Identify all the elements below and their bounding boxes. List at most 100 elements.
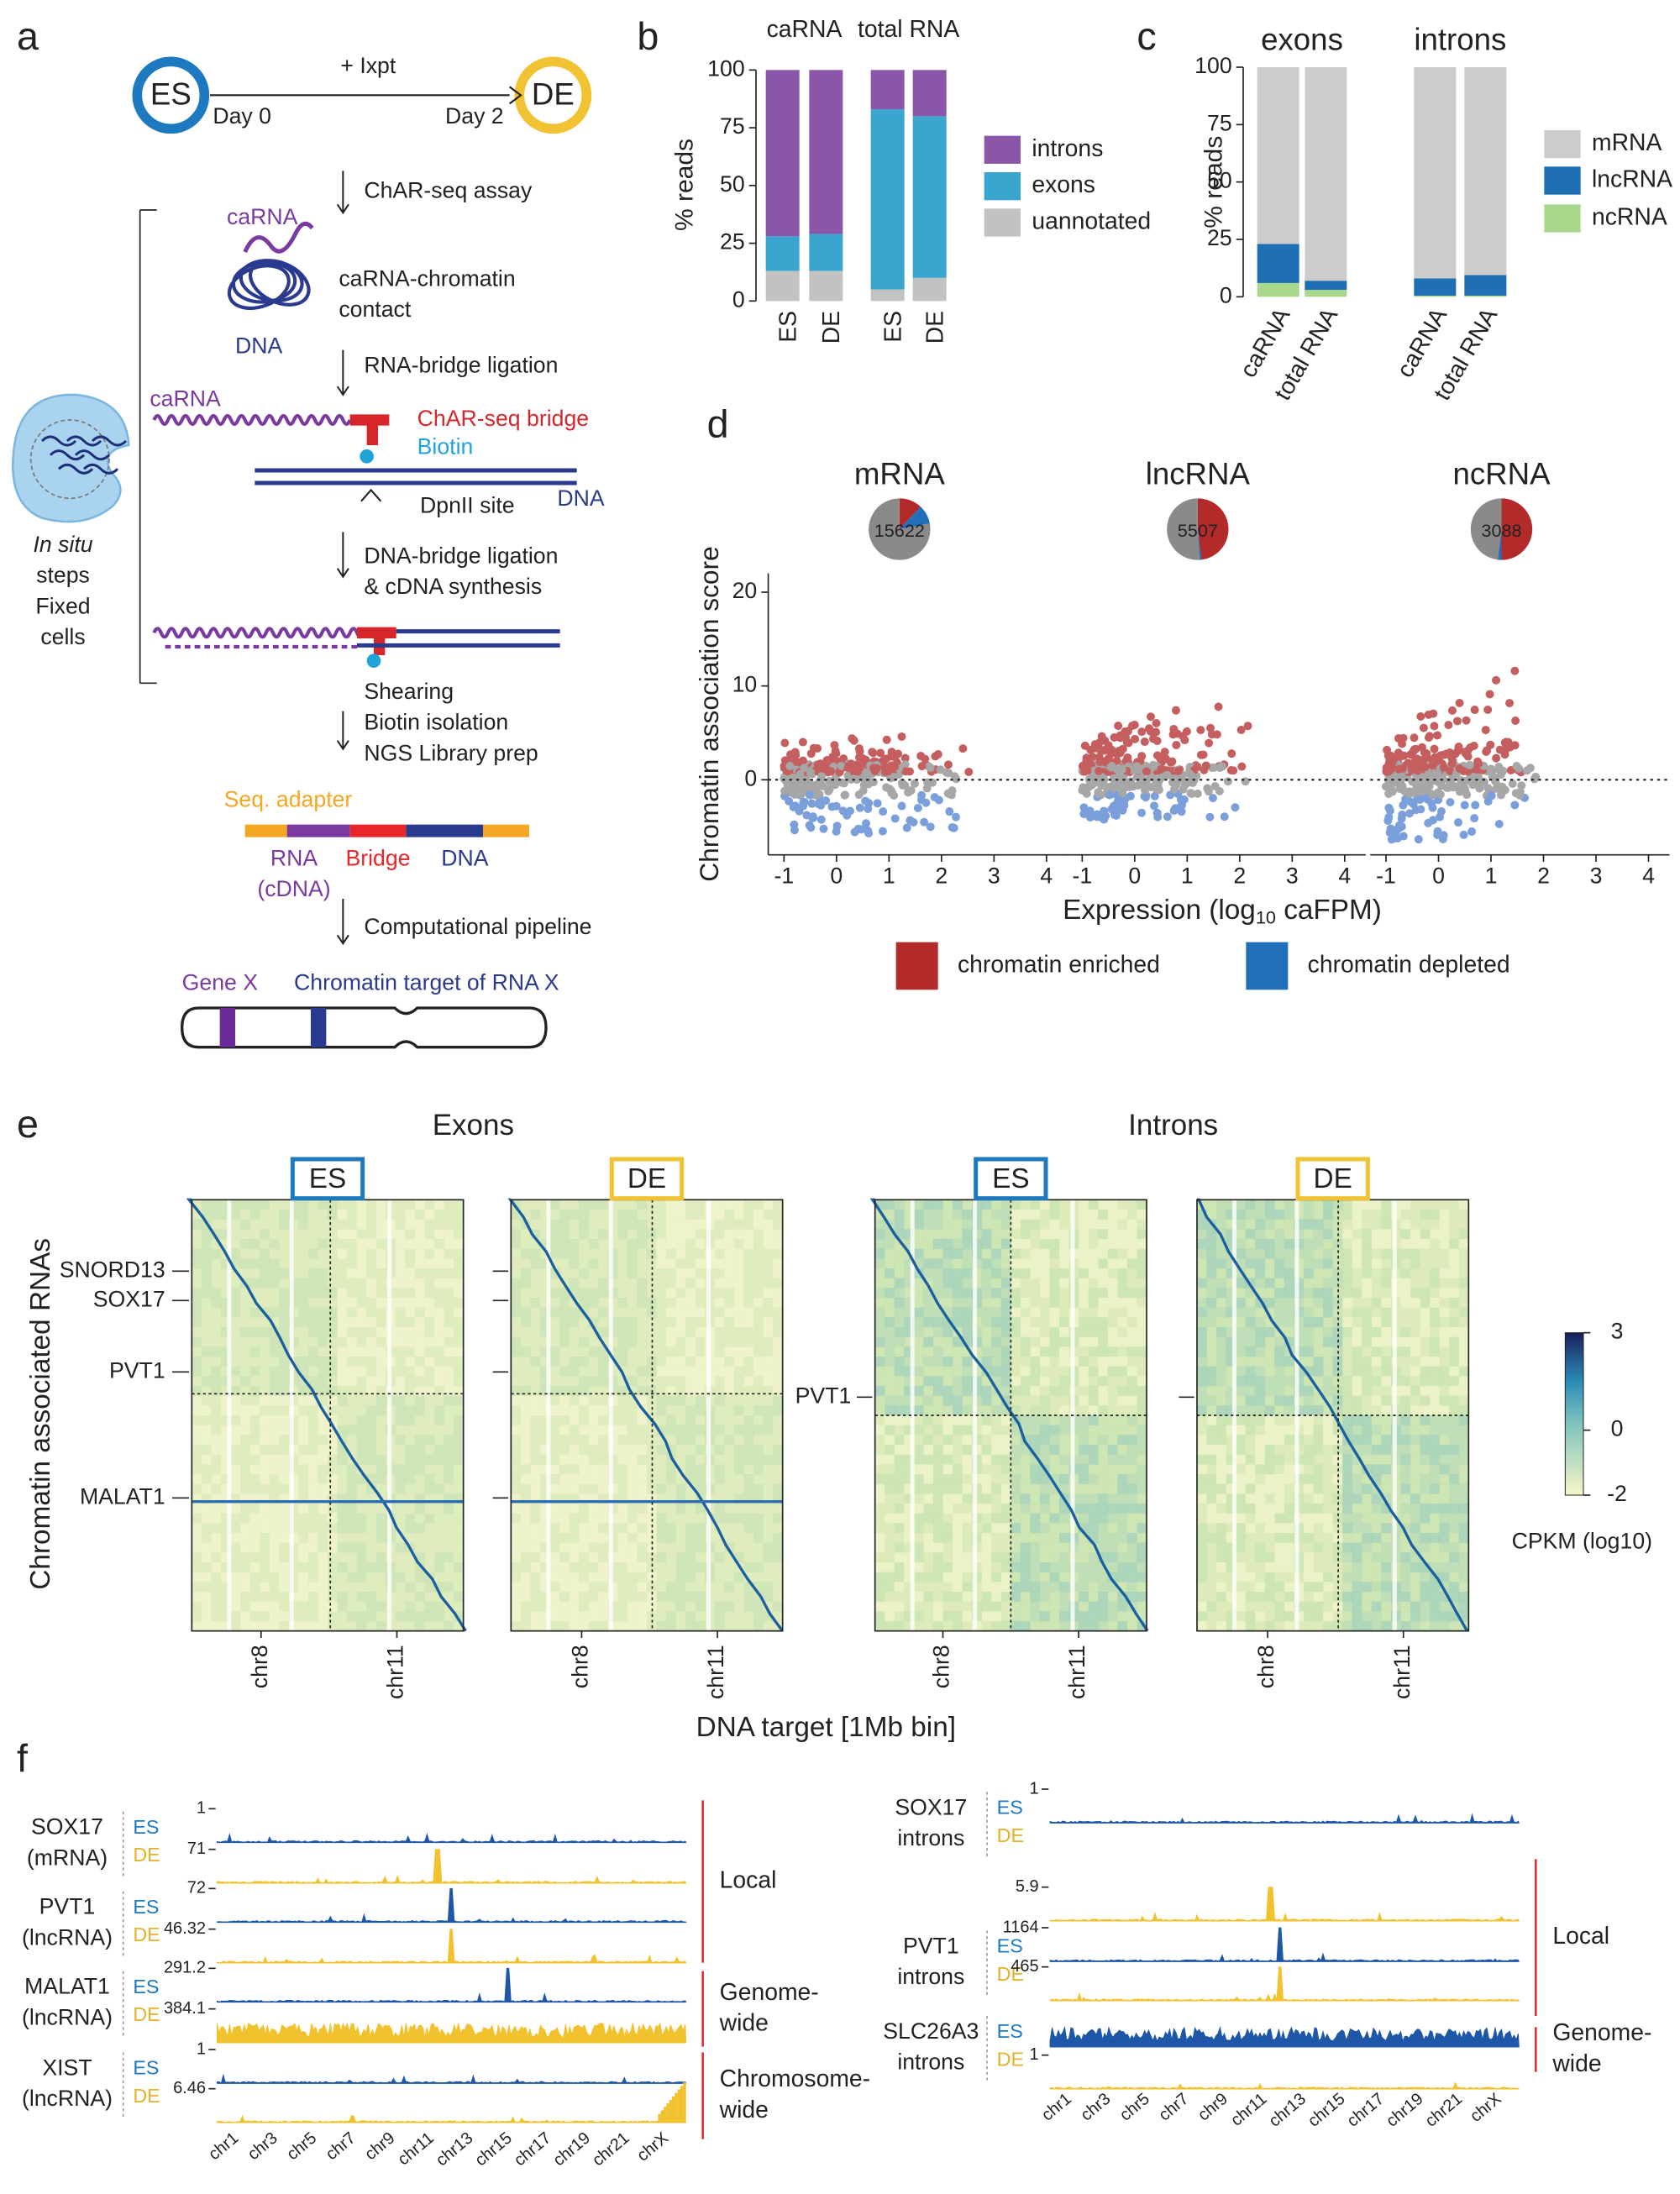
heatmap-cell xyxy=(260,1357,270,1367)
heatmap-cell xyxy=(569,1523,580,1534)
heatmap-cell xyxy=(685,1621,696,1632)
heatmap-cell xyxy=(763,1592,774,1603)
heatmap-cell xyxy=(953,1229,963,1240)
heatmap-cell xyxy=(714,1572,725,1583)
cloud-dot xyxy=(1510,741,1520,750)
heatmap-cell xyxy=(588,1307,599,1318)
heatmap-cell xyxy=(675,1199,686,1210)
heatmap-cell xyxy=(733,1327,744,1338)
heatmap-cell xyxy=(395,1601,406,1612)
heatmap-cell xyxy=(1020,1601,1031,1612)
heatmap-cell xyxy=(695,1582,706,1593)
heatmap-cell xyxy=(753,1376,764,1387)
heatmap-cell xyxy=(307,1533,318,1544)
heatmap-cell xyxy=(981,1552,992,1563)
heatmap-cell xyxy=(675,1523,686,1534)
heatmap-cell xyxy=(675,1621,686,1632)
heatmap-cell xyxy=(1088,1357,1099,1367)
heatmap-cell xyxy=(395,1376,406,1387)
heatmap-cell xyxy=(1039,1474,1051,1485)
heatmap-cell xyxy=(588,1601,599,1612)
heatmap-cell xyxy=(347,1601,358,1612)
heatmap-cell xyxy=(307,1592,318,1603)
heatmap-cell xyxy=(260,1415,270,1426)
heatmap-cell xyxy=(356,1483,367,1494)
heatmap-cell xyxy=(211,1621,222,1632)
heatmap-cell xyxy=(763,1415,774,1426)
heatmap-cell xyxy=(569,1376,580,1387)
heatmap-cell xyxy=(1059,1474,1070,1485)
heatmap-cell xyxy=(230,1307,241,1318)
heatmap-cell xyxy=(249,1562,260,1573)
heatmap-cell xyxy=(444,1229,454,1240)
heatmap-cell xyxy=(530,1523,541,1534)
heatmap-cell xyxy=(279,1415,290,1426)
heatmap-cell xyxy=(685,1268,696,1279)
heatmap-cell xyxy=(588,1454,599,1465)
heatmap-cell xyxy=(366,1621,377,1632)
heatmap-cell xyxy=(240,1336,251,1347)
heatmap-cell xyxy=(923,1199,934,1210)
point-cloud xyxy=(780,732,974,837)
heatmap-cell xyxy=(1030,1317,1041,1328)
heatmap-cell xyxy=(1049,1493,1060,1504)
heatmap-cell xyxy=(211,1483,222,1494)
heatmap-cell xyxy=(328,1454,339,1465)
heatmap-cell xyxy=(675,1336,686,1347)
heatmap-cell xyxy=(559,1317,570,1328)
cloud-dot xyxy=(936,765,945,774)
heatmap-cell xyxy=(991,1582,1002,1593)
heatmap-cell xyxy=(230,1572,241,1583)
heatmap-cell xyxy=(894,1248,905,1259)
heatmap-cell xyxy=(894,1210,905,1220)
heatmap-cell xyxy=(1079,1513,1089,1524)
heatmap-cell xyxy=(932,1425,943,1436)
cloud-dot xyxy=(900,760,910,769)
heatmap-cell xyxy=(269,1219,280,1230)
heatmap-cell xyxy=(1098,1327,1109,1338)
heatmap-cell xyxy=(424,1474,435,1485)
heatmap-cell xyxy=(269,1582,280,1593)
heatmap-cell xyxy=(201,1572,212,1583)
heatmap-cell xyxy=(328,1307,339,1318)
heatmap-cell xyxy=(1030,1582,1041,1593)
heatmap-cell xyxy=(375,1592,386,1603)
heatmap-cell xyxy=(617,1199,628,1210)
heatmap-cell xyxy=(405,1415,416,1426)
heatmap-cell xyxy=(627,1474,638,1485)
heatmap-cell xyxy=(695,1542,706,1553)
heatmap-cell xyxy=(685,1210,696,1220)
heatmap-cell xyxy=(724,1464,735,1475)
heatmap-cell xyxy=(444,1386,454,1397)
heatmap-cell xyxy=(454,1425,465,1436)
heatmap-cell xyxy=(942,1298,953,1309)
heatmap-cell xyxy=(1126,1366,1137,1377)
heatmap-cell xyxy=(627,1425,638,1436)
cloud-dot xyxy=(1243,722,1252,731)
heatmap-cell xyxy=(724,1346,735,1357)
heatmap-cell xyxy=(444,1357,454,1367)
heatmap-cell xyxy=(569,1366,580,1377)
heatmap-cell xyxy=(454,1572,465,1583)
heatmap-cell xyxy=(375,1504,386,1514)
heatmap-cell xyxy=(617,1346,628,1357)
heatmap-cell xyxy=(211,1611,222,1622)
heatmap-cell xyxy=(559,1357,570,1367)
heatmap-cell xyxy=(549,1474,560,1485)
heatmap-cell xyxy=(337,1582,348,1593)
heatmap-cell xyxy=(444,1307,454,1318)
heatmap-cell xyxy=(549,1483,560,1494)
heatmap-cell xyxy=(627,1464,638,1475)
heatmap-cell xyxy=(211,1562,222,1573)
heatmap-cell xyxy=(1098,1542,1109,1553)
heatmap-cell xyxy=(1126,1493,1137,1504)
heatmap-cell xyxy=(1079,1376,1089,1387)
heatmap-cell xyxy=(932,1621,943,1632)
heatmap-cell xyxy=(598,1552,609,1563)
heatmap-cell xyxy=(337,1386,348,1397)
heatmap-cell xyxy=(298,1611,309,1622)
cloud-dot xyxy=(790,826,799,835)
heatmap-cell xyxy=(559,1483,570,1494)
heatmap-cell xyxy=(637,1562,648,1573)
heatmap-cell xyxy=(1117,1229,1128,1240)
